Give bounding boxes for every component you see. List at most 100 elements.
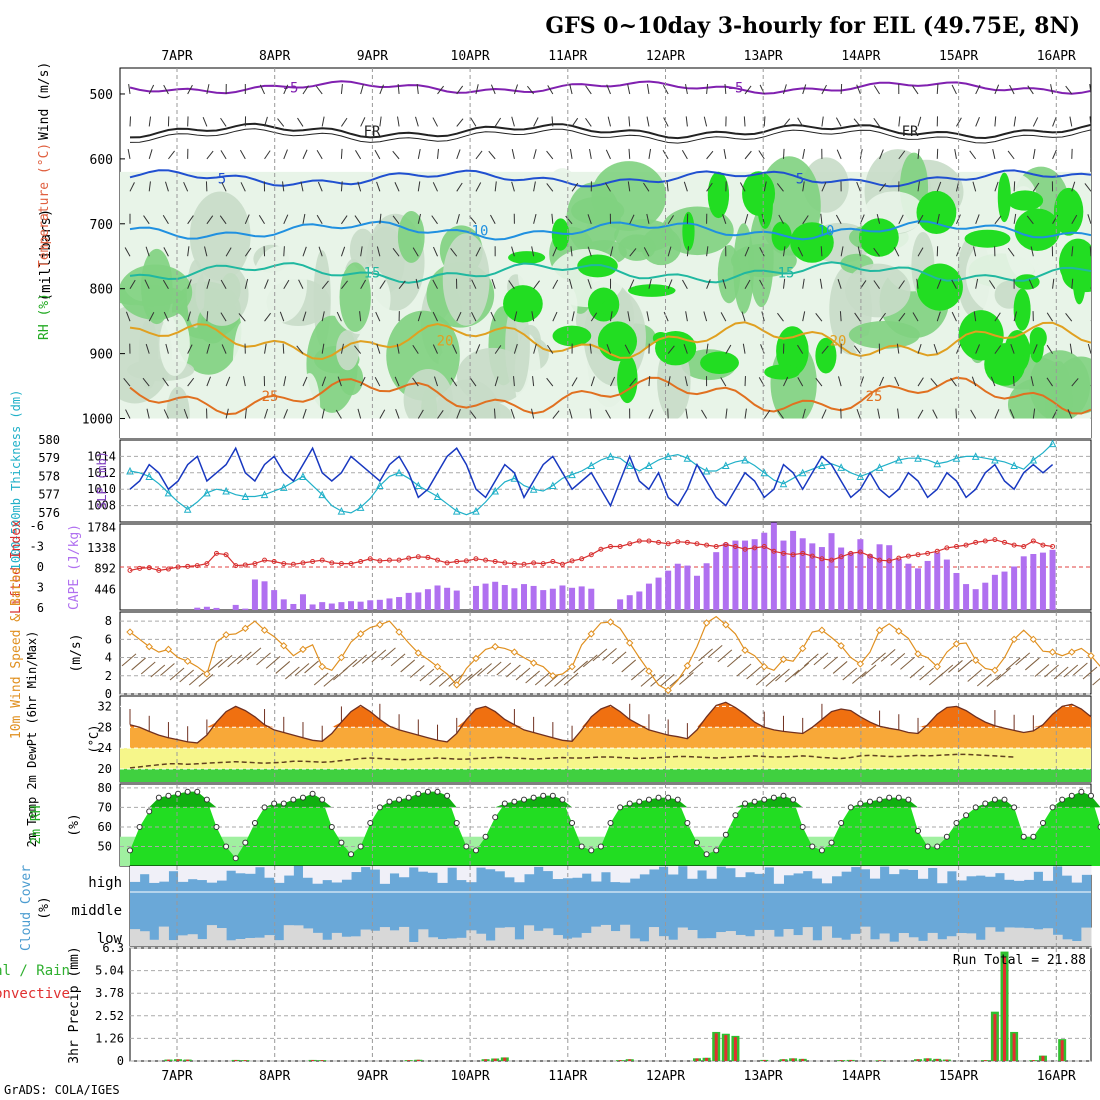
wind-marker bbox=[991, 666, 999, 675]
cloud-high-bar bbox=[245, 866, 256, 874]
rh2m-marker bbox=[569, 820, 576, 827]
rh2m-marker bbox=[905, 796, 912, 803]
cloud-high-bar bbox=[187, 866, 198, 880]
cape-bar bbox=[530, 585, 537, 610]
wind-barb bbox=[1090, 157, 1091, 159]
wind-barb bbox=[450, 377, 458, 387]
li-marker bbox=[386, 557, 392, 563]
rh2m-marker bbox=[309, 790, 316, 797]
thickness-slp-panel: 576 577 578 579 580 1008 1010 1012 1014 1000-500… bbox=[9, 390, 1092, 570]
wind-barb-10m bbox=[515, 667, 531, 681]
wind-barb bbox=[589, 148, 592, 159]
wind-barb bbox=[777, 410, 784, 419]
wind-marker bbox=[203, 670, 211, 678]
wind-barb-10m bbox=[506, 664, 521, 678]
cape-bar bbox=[203, 606, 210, 610]
rh-contour-blob bbox=[189, 191, 251, 282]
cloud-low-bar bbox=[850, 933, 861, 946]
cape-bar bbox=[1030, 554, 1037, 610]
top-date-label: 7APR bbox=[161, 49, 192, 64]
thickness-marker bbox=[472, 506, 480, 515]
wind-marker bbox=[280, 642, 288, 650]
chart-title: GFS 0~10day 3-hourly for EIL (49.75E, 8N… bbox=[545, 13, 1080, 39]
rh2m-marker bbox=[665, 794, 672, 801]
precip-conv-bar bbox=[983, 1060, 987, 1061]
rh2m-marker bbox=[934, 843, 941, 850]
rh2m-marker bbox=[732, 812, 739, 819]
wind-barb bbox=[950, 377, 957, 387]
wind-barb bbox=[917, 377, 924, 387]
li-marker bbox=[137, 565, 143, 571]
cloud-low-bar bbox=[918, 940, 929, 946]
cloud-high-bar bbox=[869, 866, 881, 879]
wind-barb bbox=[1065, 85, 1073, 95]
rh-contour-blob bbox=[159, 312, 190, 376]
li-marker bbox=[886, 558, 892, 564]
wind-barb bbox=[873, 247, 880, 257]
wind-marker bbox=[260, 626, 269, 634]
wind-barb bbox=[432, 311, 438, 322]
wind-barb bbox=[839, 311, 842, 322]
wind-barb-10m bbox=[1053, 666, 1069, 680]
wind-barb bbox=[994, 181, 999, 192]
wind-barb bbox=[360, 246, 363, 257]
wind-barb bbox=[1087, 214, 1091, 224]
wind-barb bbox=[376, 246, 381, 257]
below-surface bbox=[120, 418, 1091, 438]
li-marker bbox=[473, 556, 479, 562]
wind-barb bbox=[706, 182, 713, 192]
wind-barb bbox=[513, 343, 518, 354]
wind-barb bbox=[585, 85, 592, 95]
cloud-low-bar bbox=[1023, 928, 1034, 946]
cloud-high-bar bbox=[581, 866, 592, 874]
cloud-low-bar bbox=[600, 924, 611, 946]
rh-high-blob bbox=[1007, 190, 1044, 211]
cloud-high-bar bbox=[399, 866, 410, 878]
wind-barb bbox=[1052, 278, 1055, 289]
rh-contour-blob bbox=[349, 228, 376, 271]
rh-contour-blob bbox=[252, 246, 308, 323]
wind-marker bbox=[529, 659, 538, 667]
wind-barb bbox=[510, 408, 515, 419]
wind-barb bbox=[300, 181, 304, 192]
precip-frame bbox=[129, 947, 1092, 1062]
wind-barb-10m bbox=[265, 656, 281, 669]
cloud-high-bar bbox=[985, 866, 996, 877]
cloud-high-bar bbox=[562, 866, 573, 879]
cape-tick: 892 bbox=[94, 562, 116, 576]
temp2m-label: 2m Temp 2m DewPt (6hr Min/Max) bbox=[25, 631, 39, 848]
cape-bar bbox=[444, 587, 451, 610]
wind-barb-10m bbox=[1025, 657, 1040, 671]
wind-barb bbox=[129, 279, 136, 289]
cloud-low-bar bbox=[562, 938, 573, 946]
wind-barb bbox=[992, 149, 996, 159]
wind-barb bbox=[417, 181, 421, 192]
wind-barb bbox=[379, 409, 386, 419]
wind-barb bbox=[763, 116, 766, 127]
rh2m-marker bbox=[876, 796, 883, 803]
rh-contour-blob bbox=[120, 304, 173, 404]
cloud-high-bar bbox=[600, 866, 611, 873]
cloud-low-bar bbox=[860, 926, 871, 946]
rh2m-tick: 60 bbox=[98, 820, 112, 834]
wind-barb bbox=[359, 311, 362, 322]
top-date-label: 13APR bbox=[744, 49, 783, 64]
wind-barb bbox=[782, 246, 786, 257]
thickness-marker bbox=[568, 470, 576, 479]
cloud-high-bar bbox=[706, 866, 717, 879]
li-marker bbox=[819, 556, 825, 562]
cloud-high-bar bbox=[793, 866, 804, 874]
cape-bar bbox=[492, 581, 499, 610]
cloud-high-bar bbox=[668, 866, 679, 875]
cloud-high-bar bbox=[466, 866, 477, 883]
wind-barb bbox=[643, 247, 650, 257]
wind-barb bbox=[744, 150, 752, 160]
wind-barb bbox=[258, 215, 265, 225]
wind-barb-10m bbox=[1015, 652, 1031, 666]
cloud-low-bar bbox=[648, 927, 660, 946]
cloud-low-bar bbox=[514, 939, 525, 946]
wind-barb bbox=[187, 84, 193, 95]
wind-barb bbox=[629, 377, 637, 387]
wind-barb bbox=[148, 181, 151, 192]
